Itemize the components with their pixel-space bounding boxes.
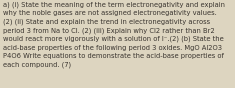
Text: a) (i) State the meaning of the term electronegativity and explain
why the noble: a) (i) State the meaning of the term ele… (3, 1, 225, 68)
